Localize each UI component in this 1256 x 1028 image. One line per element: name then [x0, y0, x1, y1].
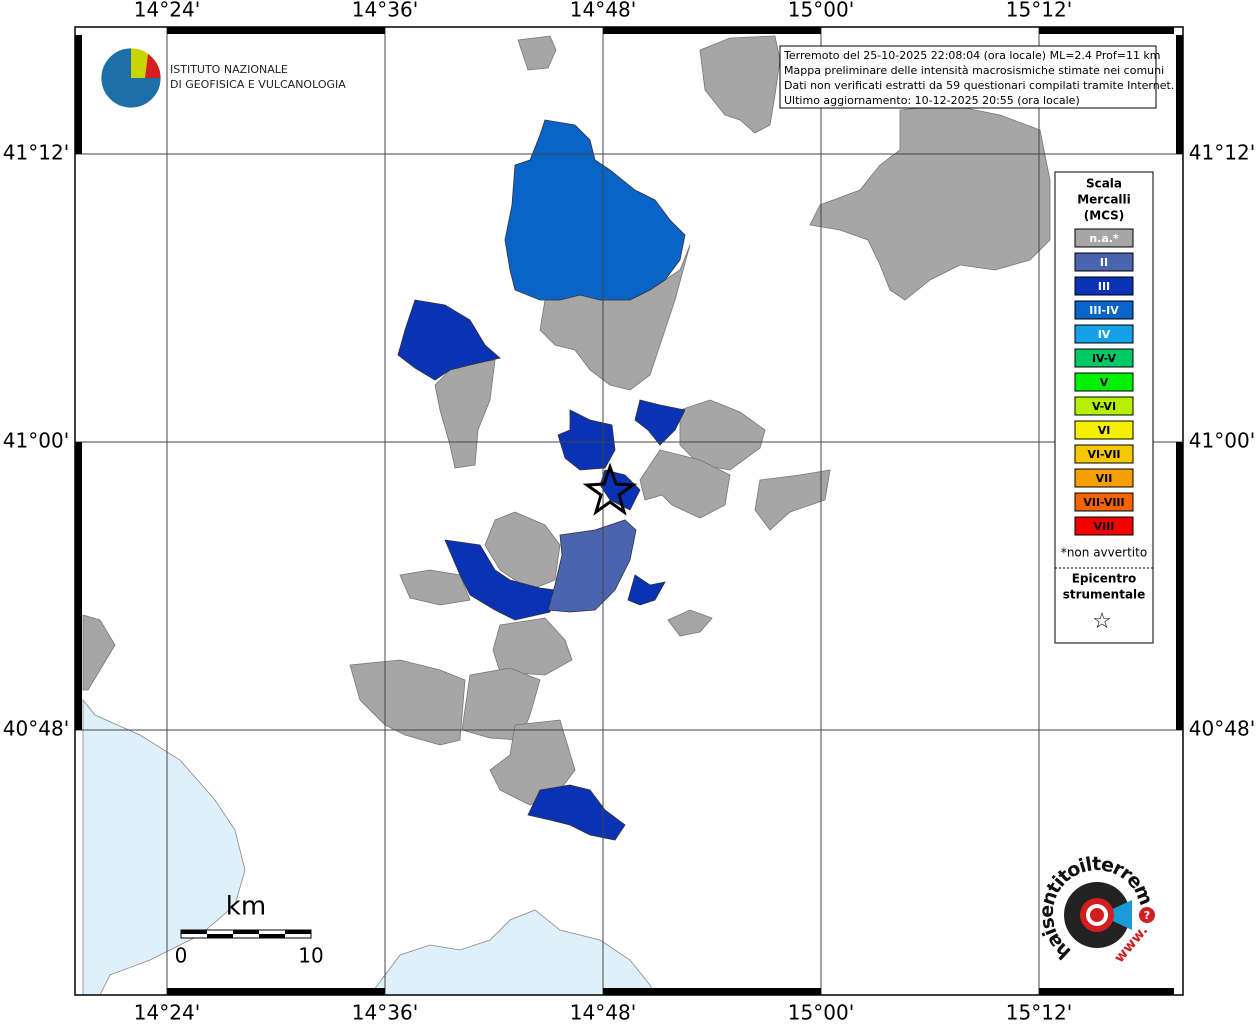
legend-swatch [1074, 468, 1134, 488]
legend-swatch [1074, 252, 1134, 272]
coordinate-labels: 14°24' 14°24' 14°36' 14°36' 14°48' 14°48' 15°0… [3, 0, 1255, 1025]
legend-label: n.a.* [1089, 232, 1119, 245]
graticule [75, 27, 1183, 995]
municipality-iii [634, 399, 686, 446]
municipality-iii-iv [504, 119, 686, 301]
legend-title: (MCS) [1084, 209, 1125, 223]
legend-swatch [1074, 276, 1134, 296]
lon-label-bottom: 15°00' [788, 1001, 854, 1025]
legend-swatch [1074, 324, 1134, 344]
site-logo-mark: ? [1144, 909, 1150, 922]
lon-label-bottom: 14°48' [570, 1001, 636, 1025]
info-text: Terremoto del 25-10-2025 22:08:04 (ora l… [783, 49, 1174, 107]
legend-label: VI [1098, 424, 1111, 437]
legend-label: VII-VIII [1083, 496, 1124, 509]
lat-label-left: 41°00' [3, 429, 69, 453]
municipality-iii [397, 299, 501, 381]
info-box [779, 45, 1157, 109]
scale-unit: km [226, 892, 266, 922]
legend-label: VI-VII [1087, 448, 1120, 461]
legend-label: VII [1096, 472, 1113, 485]
municipalities-na [82, 35, 1051, 806]
legend-label: III [1098, 280, 1110, 293]
lon-label-bottom: 15°12' [1006, 1001, 1072, 1025]
legend-note: *non avvertito [1061, 546, 1147, 560]
legend-label: VIII [1094, 520, 1115, 533]
epicenter-star [582, 462, 638, 516]
legend-swatch [1074, 444, 1134, 464]
scale-start: 0 [175, 944, 188, 968]
lon-label-bottom: 14°24' [134, 1001, 200, 1025]
sea [82, 698, 246, 996]
lat-label-left: 40°48' [3, 717, 69, 741]
legend-label: V-VI [1092, 400, 1116, 413]
scale-bar: km 0 10 [175, 892, 324, 968]
municipality-iii [627, 574, 666, 606]
logo-text: DI GEOFISICA E VULCANOLOGIA [170, 78, 346, 91]
info-line: Terremoto del 25-10-2025 22:08:04 (ora l… [783, 49, 1161, 62]
legend-label: IV [1098, 328, 1111, 341]
legend-swatch [1074, 348, 1134, 368]
legend-title: Scala [1086, 177, 1122, 191]
lon-label-top: 15°12' [1006, 0, 1072, 22]
info-line: Mappa preliminare delle intensità macros… [784, 64, 1164, 77]
legend-swatch [1074, 396, 1134, 416]
scale-end: 10 [298, 944, 323, 968]
municipality-iii [557, 409, 616, 471]
lon-label-top: 14°24' [134, 0, 200, 22]
logo-text: ISTITUTO NAZIONALE [170, 63, 288, 76]
municipality-ii [547, 519, 637, 613]
lon-label-top: 14°36' [352, 0, 418, 22]
lat-label-right: 40°48' [1189, 717, 1255, 741]
lat-label-right: 41°00' [1189, 429, 1255, 453]
lat-label-left: 41°12' [3, 141, 69, 165]
legend: ScalaMercalli(MCS)n.a.*IIIIIIII-IVIVIV-V… [1074, 177, 1134, 536]
legend-epicenter: strumentale [1063, 588, 1146, 602]
info-line: Dati non verificati estratti da 59 quest… [784, 79, 1174, 92]
lon-label-top: 14°48' [570, 0, 636, 22]
legend-swatch [1074, 228, 1134, 248]
legend-title: Mercalli [1077, 193, 1131, 207]
municipality-iii [527, 784, 626, 841]
ingv-logo: ISTITUTO NAZIONALE DI GEOFISICA E VULCAN… [100, 47, 346, 109]
lat-label-right: 41°12' [1189, 141, 1255, 165]
info-line: Ultimo aggiornamento: 10-12-2025 20:55 (… [784, 94, 1080, 107]
lon-label-bottom: 14°36' [352, 1001, 418, 1025]
legend-swatch [1074, 372, 1134, 392]
legend-label: II [1100, 256, 1108, 269]
frame-ticks [75, 27, 1183, 995]
sea [369, 909, 656, 996]
lon-label-top: 15°00' [788, 0, 854, 22]
legend-swatch [1074, 492, 1134, 512]
legend-swatch [1074, 300, 1134, 320]
legend-swatch [1074, 420, 1134, 440]
legend-label: IV-V [1092, 352, 1117, 365]
legend-label: III-IV [1089, 304, 1119, 317]
legend-epicenter: Epicentro [1072, 572, 1137, 586]
legend-star: ☆ [1092, 609, 1112, 634]
legend-swatch [1074, 516, 1134, 536]
legend-label: V [1100, 376, 1109, 389]
